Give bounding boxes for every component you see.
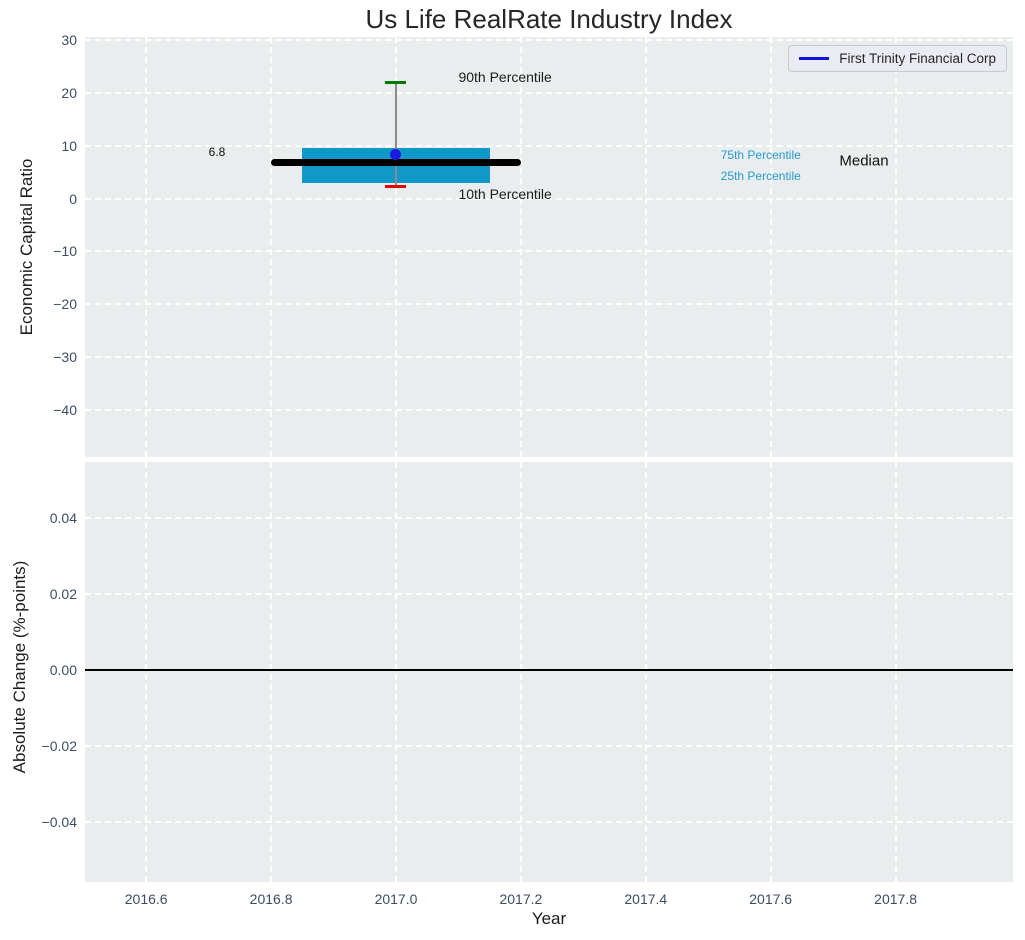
y-tick-label: −30 bbox=[53, 349, 77, 366]
y-tick-label: 0 bbox=[69, 190, 77, 207]
gridline-vertical bbox=[644, 462, 647, 882]
chart-title: Us Life RealRate Industry Index bbox=[365, 4, 733, 34]
median-line bbox=[271, 159, 521, 167]
gridline-horizontal bbox=[85, 408, 1013, 411]
y-tick-label: −20 bbox=[53, 296, 77, 313]
y-tick-label: 30 bbox=[61, 32, 77, 49]
annotation-10th-percentile: 10th Percentile bbox=[458, 185, 552, 202]
whisker-cap-10th-percentile bbox=[385, 185, 407, 188]
whisker-cap-90th-percentile bbox=[385, 81, 407, 85]
gridline-horizontal bbox=[85, 356, 1013, 359]
gridline-vertical bbox=[519, 37, 522, 457]
annotation-median: Median bbox=[839, 152, 889, 170]
gridline-horizontal bbox=[85, 303, 1013, 306]
legend-line-swatch bbox=[799, 57, 830, 60]
y-tick-label: 10 bbox=[61, 137, 77, 154]
y-axis-label-economic-capital-ratio: Economic Capital Ratio bbox=[17, 158, 36, 336]
annotation-90th-percentile: 90th Percentile bbox=[458, 69, 552, 86]
legend-label: First Trinity Financial Corp bbox=[839, 51, 996, 66]
y-tick-label: 0.02 bbox=[49, 585, 77, 602]
gridline-vertical bbox=[769, 37, 772, 457]
y-tick-label: −0.04 bbox=[41, 813, 77, 830]
x-tick-label: 2017.2 bbox=[499, 891, 543, 907]
x-tick-label: 2017.0 bbox=[374, 891, 418, 907]
gridline-vertical bbox=[270, 462, 273, 882]
gridline-vertical bbox=[894, 462, 897, 882]
gridline-horizontal bbox=[85, 820, 1013, 823]
axes-economic-capital-ratio: First Trinity Financial Corp 90th Percen… bbox=[85, 37, 1013, 457]
annotation-75th-percentile: 75th Percentile bbox=[720, 147, 801, 162]
mean-marker-dot bbox=[390, 149, 402, 161]
gridline-horizontal bbox=[85, 744, 1013, 747]
gridline-vertical bbox=[394, 462, 397, 882]
gridline-horizontal bbox=[85, 197, 1013, 200]
y-tick-label: 0.04 bbox=[49, 509, 77, 526]
legend: First Trinity Financial Corp bbox=[788, 45, 1007, 72]
y-tick-label: −10 bbox=[53, 243, 77, 260]
y-axis-label-absolute-change: Absolute Change (%-points) bbox=[10, 560, 29, 774]
gridline-vertical bbox=[145, 462, 148, 882]
gridline-vertical bbox=[145, 37, 148, 457]
gridline-vertical bbox=[894, 37, 897, 457]
gridline-horizontal bbox=[85, 92, 1013, 94]
y-tick-label: 20 bbox=[61, 85, 77, 101]
y-tick-label: −0.02 bbox=[41, 737, 77, 754]
gridline-vertical bbox=[394, 37, 397, 457]
gridline-vertical bbox=[769, 462, 772, 882]
y-tick-label: −40 bbox=[53, 401, 77, 418]
zero-reference-line bbox=[85, 668, 1013, 672]
x-tick-label: 2017.8 bbox=[874, 891, 918, 907]
axes-absolute-change bbox=[85, 462, 1013, 882]
gridline-vertical bbox=[270, 37, 273, 457]
gridline-horizontal bbox=[85, 516, 1013, 519]
x-tick-label: 2017.4 bbox=[624, 891, 668, 907]
annotation-25th-percentile: 25th Percentile bbox=[720, 169, 801, 184]
x-axis-label-year: Year bbox=[531, 909, 567, 928]
x-tick-label: 2017.6 bbox=[749, 891, 793, 907]
gridline-vertical bbox=[519, 462, 522, 882]
gridline-vertical bbox=[644, 37, 647, 457]
whisker-line bbox=[395, 82, 397, 187]
gridline-horizontal bbox=[85, 250, 1013, 253]
x-tick-label: 2016.8 bbox=[249, 891, 293, 907]
annotation-6.8: 6.8 bbox=[208, 145, 226, 160]
gridline-horizontal bbox=[85, 592, 1013, 595]
y-tick-label: 0.00 bbox=[49, 661, 77, 678]
gridline-horizontal bbox=[85, 144, 1013, 147]
x-tick-label: 2016.6 bbox=[124, 891, 168, 907]
gridline-horizontal bbox=[85, 39, 1013, 42]
